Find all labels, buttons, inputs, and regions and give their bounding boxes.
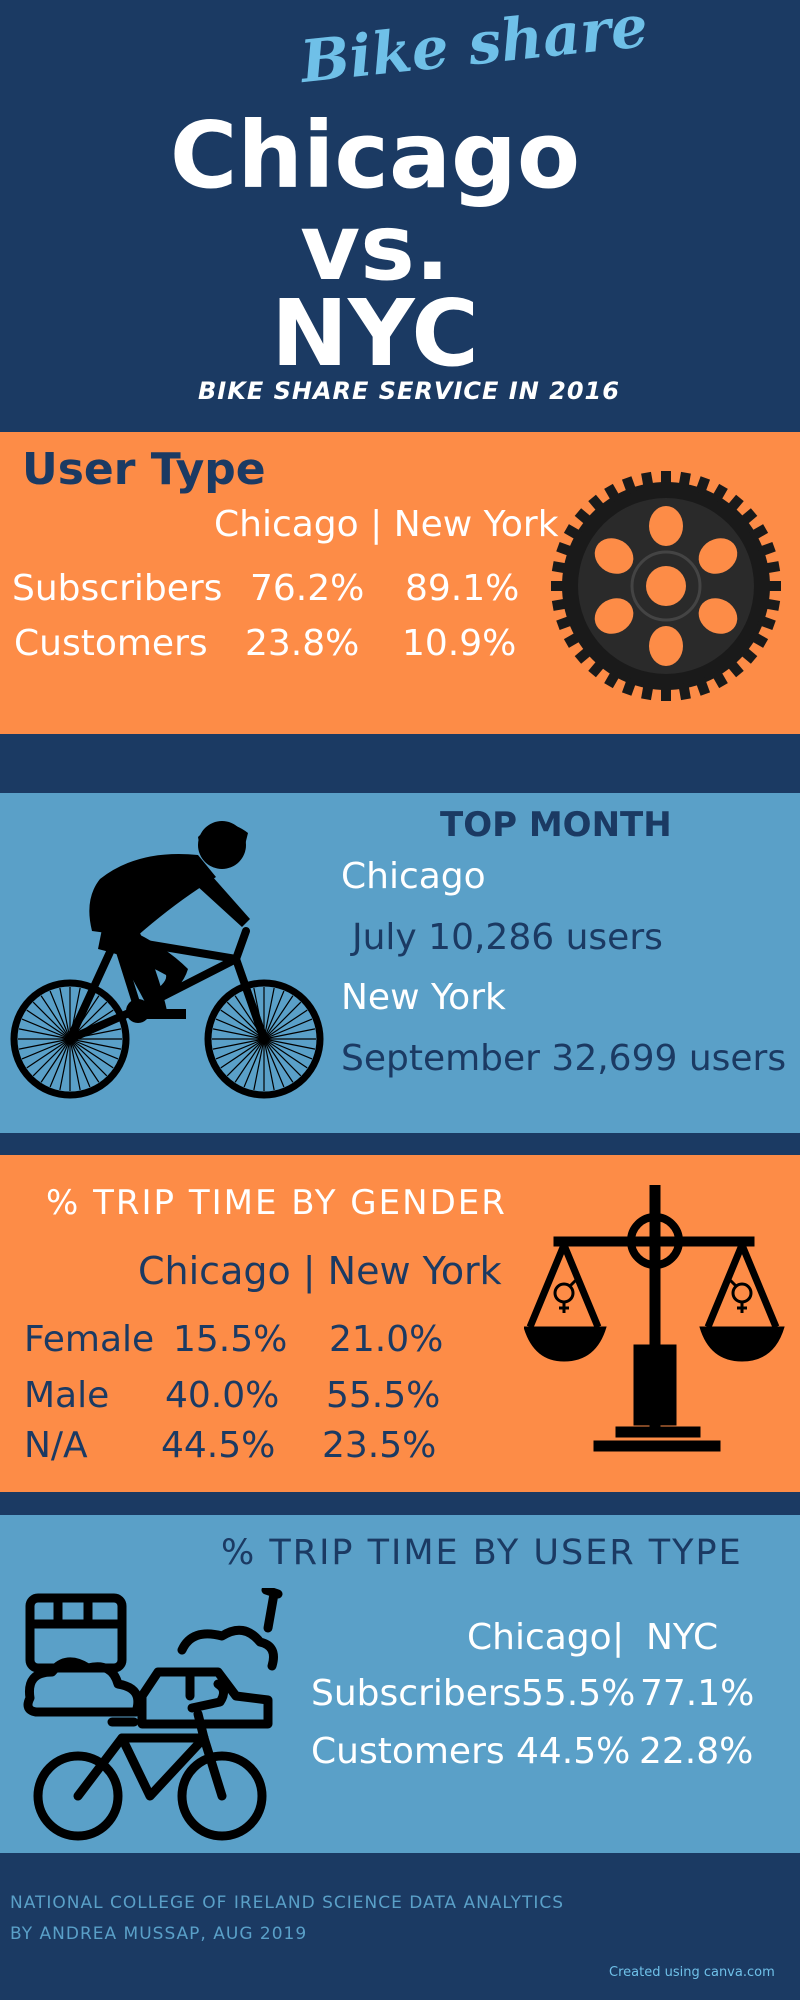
trip-subscribers-nyc: 77.1% xyxy=(640,1673,755,1714)
trip-customers-nyc: 22.8% xyxy=(639,1731,754,1772)
top-month-ny-label: New York xyxy=(341,977,506,1018)
customers-chicago: 23.8% xyxy=(245,623,360,664)
top-month-heading: TOP MONTH xyxy=(440,805,672,845)
gender-section: % TRIP TIME BY GENDER Chicago | New York… xyxy=(0,1155,800,1492)
customers-ny: 10.9% xyxy=(402,623,517,664)
scales-icon xyxy=(524,1185,785,1452)
canva-credit: Created using canva.com xyxy=(609,1965,775,1980)
footer-line2: BY ANDREA MUSSAP, AUG 2019 xyxy=(10,1924,308,1944)
female-label: Female xyxy=(24,1319,155,1360)
user-type-section: User Type Chicago | New York Subscribers… xyxy=(0,432,800,734)
gender-heading: % TRIP TIME BY GENDER xyxy=(46,1183,507,1223)
subscribers-label: Subscribers xyxy=(12,568,223,609)
subscribers-chicago: 76.2% xyxy=(250,568,365,609)
female-ny: 21.0% xyxy=(329,1319,444,1360)
footer-line1: NATIONAL COLLEGE OF IRELAND SCIENCE DATA… xyxy=(10,1893,565,1913)
trip-col-sep: | xyxy=(612,1617,625,1658)
trip-subscribers-chicago: 55.5% xyxy=(521,1673,636,1714)
header-section: Bike share Chicago vs. NYC BIKE SHARE SE… xyxy=(0,0,800,432)
trip-user-type-section: % TRIP TIME BY USER TYPE Chicago | NYC S… xyxy=(0,1515,800,1853)
trip-customers-chicago: 44.5% xyxy=(516,1731,631,1772)
user-type-heading: User Type xyxy=(22,444,266,495)
title-vs: vs. xyxy=(300,194,450,301)
top-month-section: TOP MONTH Chicago July 10,286 users New … xyxy=(0,793,800,1133)
tagline: BIKE SHARE SERVICE IN 2016 xyxy=(198,377,620,405)
male-label: Male xyxy=(24,1375,110,1416)
female-chicago: 15.5% xyxy=(173,1319,288,1360)
top-month-chicago-label: Chicago xyxy=(341,856,486,897)
customers-label: Customers xyxy=(14,623,208,664)
na-ny: 23.5% xyxy=(322,1425,437,1466)
trip-user-type-heading: % TRIP TIME BY USER TYPE xyxy=(221,1533,743,1573)
script-title: Bike share xyxy=(297,0,651,97)
trip-subscribers-label: Subscribers xyxy=(311,1673,522,1714)
title-chicago: Chicago xyxy=(169,102,581,209)
trip-col-nyc: NYC xyxy=(646,1617,719,1658)
gender-columns: Chicago | New York xyxy=(138,1249,502,1293)
na-label: N/A xyxy=(24,1425,88,1466)
top-month-ny-value: September 32,699 users xyxy=(341,1038,787,1079)
trip-col-chicago: Chicago xyxy=(467,1617,612,1658)
title-nyc: NYC xyxy=(271,280,479,387)
male-chicago: 40.0% xyxy=(165,1375,280,1416)
gear-icon xyxy=(551,471,781,701)
trip-customers-label: Customers xyxy=(311,1731,505,1772)
transport-icon xyxy=(23,1588,283,1841)
subscribers-ny: 89.1% xyxy=(405,568,520,609)
top-month-chicago-value: July 10,286 users xyxy=(352,917,663,958)
na-chicago: 44.5% xyxy=(161,1425,276,1466)
male-ny: 55.5% xyxy=(326,1375,441,1416)
cyclist-icon xyxy=(10,821,324,1099)
user-type-columns: Chicago | New York xyxy=(214,504,559,545)
